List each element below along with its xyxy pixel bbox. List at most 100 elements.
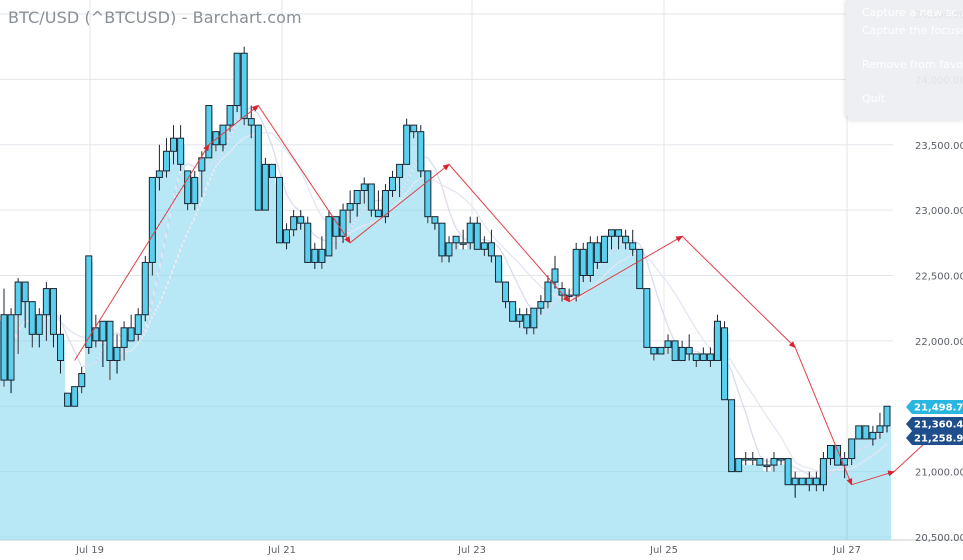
candle-body <box>452 235 460 244</box>
candle-body <box>268 163 276 178</box>
trend-arrow <box>568 235 684 303</box>
candle-body <box>706 353 714 361</box>
candle-body <box>198 157 206 172</box>
candle-body <box>756 458 764 466</box>
candle-body <box>509 301 517 322</box>
candle-body <box>240 52 248 120</box>
candle-body <box>311 248 319 263</box>
candle-body <box>812 477 820 486</box>
candle-body <box>819 458 827 486</box>
x-tick-label: Jul 25 <box>649 545 678 556</box>
trend-arrow <box>74 143 210 361</box>
candle-body <box>389 176 397 192</box>
candle-body <box>64 392 72 407</box>
candle-body <box>297 216 305 224</box>
trend-arrows <box>74 104 945 486</box>
volume-area <box>0 59 891 540</box>
candle-body <box>749 458 757 461</box>
candle-body <box>537 301 545 309</box>
candle-body <box>636 248 644 290</box>
candle-body <box>410 124 418 133</box>
candle-body <box>643 288 651 348</box>
candle-body <box>593 242 601 263</box>
menu-item-capture-focused[interactable]: Capture the focused ... <box>862 24 963 37</box>
menu-item-remove-favorites[interactable]: Remove from favorit... <box>862 58 963 71</box>
candle-body <box>615 229 623 237</box>
trend-arrow <box>208 104 260 146</box>
candle-body <box>85 255 93 348</box>
y-tick-label: 22,500.00 <box>915 272 963 283</box>
candle-body <box>862 425 870 440</box>
y-tick-label: 20,500.00 <box>915 533 963 544</box>
candle-body <box>763 464 771 468</box>
candle-body <box>28 301 36 335</box>
candle-body <box>219 124 227 146</box>
candle-body <box>473 222 481 250</box>
candle-body <box>502 281 510 303</box>
trend-arrow <box>851 470 896 486</box>
price-tag <box>906 417 963 431</box>
candle-body <box>445 242 453 257</box>
candle-body <box>57 333 65 361</box>
candle-body <box>777 458 785 461</box>
candle-body <box>42 288 50 316</box>
price-tag <box>906 431 963 445</box>
candle-body <box>565 294 573 298</box>
candle-body <box>184 170 192 205</box>
candle-body <box>728 399 736 473</box>
candle-body <box>657 346 665 355</box>
x-tick-label: Jul 27 <box>832 545 861 556</box>
candle-body <box>699 353 707 361</box>
candle-body <box>438 222 446 257</box>
candle-body <box>805 477 813 486</box>
y-tick-label: 21,000.00 <box>915 468 963 479</box>
candle-body <box>721 327 729 401</box>
candle-body <box>283 229 291 244</box>
candle-body <box>35 314 43 335</box>
candle-body <box>0 314 8 381</box>
candle-body <box>544 281 552 303</box>
y-tick-label: 23,500.00 <box>915 141 963 152</box>
candle-body <box>523 314 531 329</box>
candle-body <box>360 183 368 192</box>
candle-body <box>834 444 842 466</box>
candle-body <box>629 242 637 250</box>
y-tick-label: 23,000.00 <box>915 206 963 217</box>
menu-item-capture-new[interactable]: Capture a new sc... <box>862 6 963 19</box>
candle-body <box>608 229 616 237</box>
candle-body <box>325 216 333 257</box>
candle-body <box>650 346 658 355</box>
price-tag-label: 21,360.45 <box>914 420 963 431</box>
menu-item-quit[interactable]: Quit <box>862 92 885 105</box>
candle-body <box>254 124 262 211</box>
candle-body <box>572 248 580 296</box>
candle-body <box>735 458 743 473</box>
candle-body <box>883 405 891 427</box>
candle-body <box>113 346 121 361</box>
candle-body <box>353 190 361 205</box>
candle-body <box>275 176 283 244</box>
candle-body <box>494 255 502 283</box>
candle-body <box>530 307 538 329</box>
x-tick-label: Jul 21 <box>267 545 296 556</box>
candle-body <box>205 105 213 159</box>
price-tag <box>906 400 963 414</box>
x-tick-label: Jul 23 <box>457 545 486 556</box>
candle-body <box>403 124 411 165</box>
candle-body <box>798 477 806 486</box>
candle-body <box>367 183 375 211</box>
chart-title: BTC/USD (^BTCUSD) - Barchart.com <box>8 8 302 27</box>
candle-body <box>381 190 389 218</box>
candle-body <box>247 118 255 126</box>
candle-body <box>417 131 425 172</box>
candle-body <box>396 163 404 178</box>
price-tags: 21,498.73 21,360.45 21,258.91 <box>906 400 963 445</box>
candle-body <box>290 216 298 231</box>
candle-body <box>226 105 234 126</box>
candle-body <box>516 314 524 322</box>
candle-body <box>78 373 86 388</box>
candle-body <box>304 222 312 263</box>
candle-body <box>212 131 220 146</box>
candle-body <box>664 340 672 348</box>
